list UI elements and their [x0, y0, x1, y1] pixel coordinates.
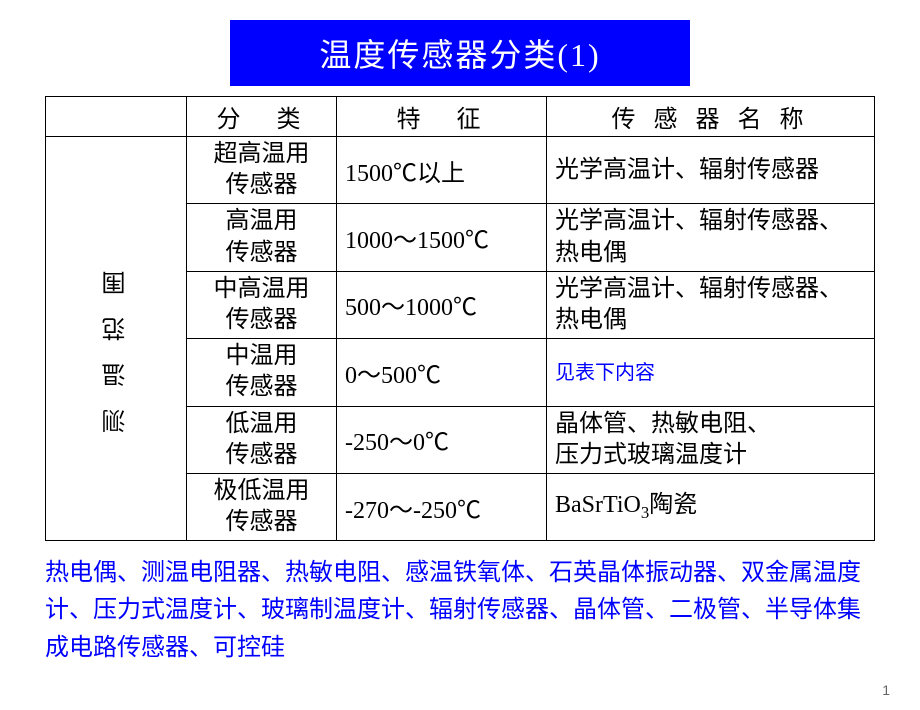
cell-spec: 1000～1500℃	[337, 204, 547, 271]
cell-name: 晶体管、热敏电阻、压力式玻璃温度计	[547, 406, 875, 473]
cell-name: 光学高温计、辐射传感器、热电偶	[547, 204, 875, 271]
page-number: 1	[882, 682, 890, 698]
footer-note: 热电偶、测温电阻器、热敏电阻、感温铁氧体、石英晶体振动器、双金属温度计、压力式温…	[45, 555, 875, 667]
cell-name: BaSrTiO3陶瓷	[547, 473, 875, 540]
row-group-label: 测温范围	[46, 137, 187, 541]
table-row: 测温范围 超高温用传感器 1500℃以上 光学高温计、辐射传感器	[46, 137, 875, 204]
cell-category: 低温用传感器	[187, 406, 337, 473]
cell-name: 光学高温计、辐射传感器、热电偶	[547, 271, 875, 338]
classification-table: 分 类 特 征 传 感 器 名 称 测温范围 超高温用传感器 1500℃以上 光…	[45, 96, 875, 541]
header-name: 传 感 器 名 称	[547, 97, 875, 137]
cell-spec: -270～-250℃	[337, 473, 547, 540]
cell-spec: -250～0℃	[337, 406, 547, 473]
cell-category: 高温用传感器	[187, 204, 337, 271]
cell-category: 中温用传感器	[187, 339, 337, 406]
cell-category: 中高温用传感器	[187, 271, 337, 338]
header-vcol-blank	[46, 97, 187, 137]
cell-spec: 0～500℃	[337, 339, 547, 406]
header-spec: 特 征	[337, 97, 547, 137]
cell-category: 极低温用传感器	[187, 473, 337, 540]
row-group-label-text: 测温范围	[99, 237, 134, 433]
cell-name-note: 见表下内容	[547, 339, 875, 406]
cell-spec: 500～1000℃	[337, 271, 547, 338]
cell-category: 超高温用传感器	[187, 137, 337, 204]
note-text: 见表下内容	[555, 362, 655, 384]
header-category: 分 类	[187, 97, 337, 137]
cell-name: 光学高温计、辐射传感器	[547, 137, 875, 204]
cell-spec: 1500℃以上	[337, 137, 547, 204]
table-header-row: 分 类 特 征 传 感 器 名 称	[46, 97, 875, 137]
page-title: 温度传感器分类(1)	[230, 20, 690, 86]
